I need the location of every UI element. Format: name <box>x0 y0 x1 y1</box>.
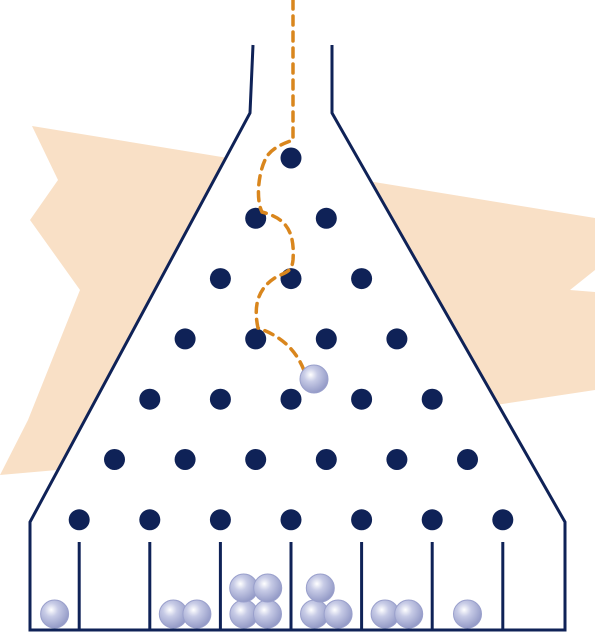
peg <box>139 509 161 531</box>
peg <box>280 388 302 410</box>
collected-balls <box>40 573 482 629</box>
peg <box>104 449 125 470</box>
ball-path <box>254 0 307 375</box>
peg <box>209 509 231 531</box>
peg <box>351 509 373 531</box>
board-interior <box>30 46 565 630</box>
peg <box>386 449 408 470</box>
ball <box>394 599 424 629</box>
peg <box>351 388 373 410</box>
peg <box>492 509 514 531</box>
ball <box>305 573 335 603</box>
peg <box>351 268 373 290</box>
peg <box>421 388 443 410</box>
peg <box>174 449 196 470</box>
peg <box>457 449 478 470</box>
funnel-outline <box>28 44 567 632</box>
ball <box>253 599 282 629</box>
peg <box>386 328 408 350</box>
peg <box>174 328 196 350</box>
ball <box>40 599 70 629</box>
ball <box>323 599 353 629</box>
peg <box>68 509 90 531</box>
peg-grid <box>68 147 514 531</box>
peg <box>421 509 443 531</box>
ball <box>253 573 283 603</box>
peg <box>280 268 302 290</box>
peg <box>315 207 337 229</box>
peg <box>280 509 302 531</box>
peg <box>139 388 161 410</box>
peg <box>315 449 337 470</box>
peg <box>315 328 337 350</box>
peg <box>245 449 267 470</box>
ball <box>453 599 482 629</box>
peg <box>245 328 267 350</box>
falling-ball <box>299 364 329 394</box>
peg <box>280 147 302 169</box>
bin-dividers <box>77 542 505 630</box>
peg <box>209 268 231 290</box>
ball <box>182 599 212 629</box>
peg <box>209 388 231 410</box>
